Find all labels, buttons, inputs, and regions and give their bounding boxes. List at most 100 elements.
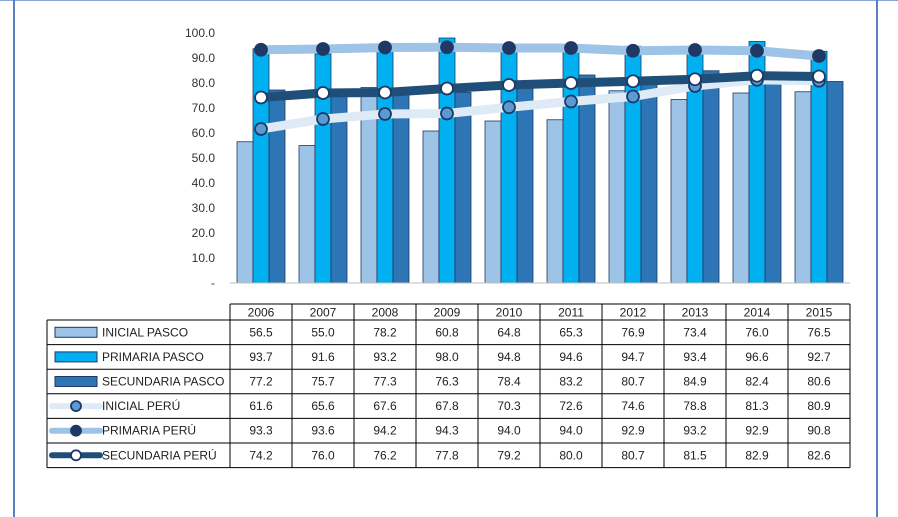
table-value: 93.3: [249, 424, 273, 438]
table-value: 76.9: [621, 325, 645, 339]
legend-label: PRIMARIA PASCO: [102, 350, 204, 364]
point-primaria-per-2012: [626, 43, 640, 58]
point-secundaria-per-2013: [688, 72, 702, 87]
y-tick-label: 30.0: [192, 201, 216, 215]
table-header-year: 2009: [434, 306, 461, 320]
table-value: 90.8: [807, 424, 831, 438]
bar-inicial-pasco2011: [546, 119, 564, 284]
table-value: 76.5: [807, 325, 831, 339]
table-value: 76.0: [311, 448, 335, 462]
table-value: 80.0: [559, 448, 583, 462]
point-secundaria-per-2014: [750, 68, 764, 83]
table-value: 83.2: [559, 375, 583, 389]
point-inicial-per-2009: [440, 106, 454, 121]
point-secundaria-per-2009: [440, 81, 454, 96]
table-value: 98.0: [435, 350, 459, 364]
line-secundaria-per-: [256, 71, 824, 102]
point-primaria-per-2011: [564, 41, 578, 55]
table-value: 76.0: [745, 325, 769, 339]
table-value: 76.2: [373, 448, 397, 462]
table-value: 96.6: [745, 350, 769, 364]
table-value: 77.8: [435, 448, 459, 462]
bar-secundaria-pasco2009: [454, 91, 472, 284]
table-header-year: 2007: [310, 306, 337, 320]
table-value: 93.2: [373, 350, 397, 364]
table-value: 80.6: [807, 375, 831, 389]
table-value: 94.6: [559, 350, 583, 364]
table-value: 92.9: [621, 424, 645, 438]
table-value: 93.7: [249, 350, 273, 364]
point-inicial-per-2007: [316, 112, 330, 126]
table-value: 94.8: [497, 350, 521, 364]
table-value: 82.4: [745, 375, 769, 389]
bar-secundaria-pasco2013: [702, 70, 720, 284]
table-header-year: 2008: [372, 306, 399, 320]
table-value: 73.4: [683, 325, 707, 339]
table-value: 82.9: [745, 448, 769, 462]
point-inicial-per-2010: [502, 100, 516, 115]
table-header-year: 2011: [558, 306, 584, 320]
table-value: 94.0: [559, 424, 583, 438]
table-value: 78.8: [683, 399, 707, 413]
bar-inicial-pasco2009: [422, 130, 440, 284]
bar-inicial-pasco2010: [484, 120, 502, 284]
table-value: 74.2: [249, 448, 273, 462]
line-primaria-per-: [256, 42, 824, 61]
table-value: 80.7: [621, 448, 645, 462]
table-value: 92.9: [745, 424, 769, 438]
point-primaria-per-2015: [812, 49, 826, 63]
table-value: 67.6: [373, 399, 397, 413]
point-secundaria-per-2012: [626, 74, 640, 89]
point-primaria-per-2007: [316, 42, 330, 56]
table-value: 81.5: [683, 448, 707, 462]
table-value: 75.7: [311, 375, 335, 389]
plot-area: 100.0 90.0 80.0 70.0 60.0 50.0 40.0 30.0 20.0 10.…: [185, 26, 850, 290]
data-table: 2006 2007 2008 2009 2010 2011 2012 2013 2014 2015…: [46, 303, 851, 469]
legend-label: INICIAL PERÚ: [102, 398, 180, 413]
table-value: 72.6: [559, 399, 583, 413]
y-tick-label: 50.0: [192, 151, 216, 165]
table-value: 80.7: [621, 375, 645, 389]
point-secundaria-per-2007: [316, 86, 330, 100]
legend-label: SECUNDARIA PASCO: [102, 375, 224, 389]
table-value: 74.6: [621, 399, 645, 413]
bar-inicial-pasco2012: [608, 90, 626, 284]
legend-key-bar: [54, 376, 98, 387]
table-value: 93.6: [311, 424, 335, 438]
bar-secundaria-pasco2006: [268, 89, 286, 284]
point-secundaria-per-2008: [378, 85, 392, 100]
table-value: 56.5: [249, 325, 273, 339]
y-tick-label: 20.0: [192, 226, 216, 240]
legend-key-bar: [54, 326, 98, 338]
point-primaria-per-2013: [688, 43, 702, 57]
table-value: 84.9: [683, 375, 707, 389]
point-primaria-per-2014: [750, 43, 764, 58]
table-value: 93.2: [683, 424, 707, 438]
bar-secundaria-pasco2010: [516, 86, 534, 284]
table-header-year: 2013: [682, 306, 709, 320]
line-inicial-per-: [256, 75, 824, 134]
table-value: 92.7: [807, 350, 831, 364]
table-header-year: 2012: [620, 306, 647, 320]
frame-right-border: [876, 0, 878, 517]
point-secundaria-per-2010: [502, 78, 516, 92]
legend-label: SECUNDARIA PERÚ: [102, 447, 217, 462]
table-value: 79.2: [497, 448, 521, 462]
bar-secundaria-pasco2012: [640, 80, 658, 284]
point-primaria-per-2010: [502, 41, 516, 55]
y-tick-label: 90.0: [192, 51, 216, 65]
table-value: 67.8: [435, 399, 459, 413]
table-value: 80.9: [807, 399, 831, 413]
y-tick-label: 80.0: [192, 76, 216, 90]
point-secundaria-per-2006: [254, 90, 268, 105]
bar-inicial-pasco2013: [670, 99, 688, 284]
point-primaria-per-2008: [378, 40, 392, 55]
bar-secundaria-pasco2014: [764, 76, 782, 284]
y-tick-label: 40.0: [192, 176, 216, 190]
table-header-year: 2010: [496, 306, 523, 320]
table-value: 81.3: [745, 399, 769, 413]
bar-inicial-pasco2015: [794, 91, 812, 284]
bar-secundaria-pasco2008: [392, 89, 410, 284]
y-tick-label: 70.0: [192, 101, 216, 115]
table-value: 78.4: [497, 375, 521, 389]
